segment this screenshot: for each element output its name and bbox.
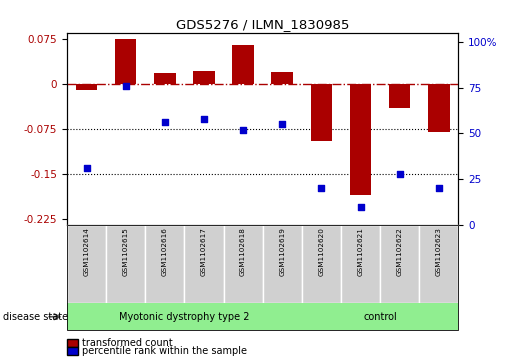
Bar (115, 39, 136, 84)
Text: GSM1102623: GSM1102623 (436, 227, 442, 276)
Text: transformed count: transformed count (82, 338, 173, 348)
Bar (271, 72, 293, 84)
Bar (350, 84, 371, 195)
Text: control: control (363, 312, 397, 322)
Point (239, 127, 247, 133)
Text: GSM1102614: GSM1102614 (83, 227, 90, 276)
Bar (154, 73, 176, 84)
Point (317, 185, 325, 191)
Point (161, 119, 169, 125)
Point (435, 185, 443, 191)
Title: GDS5276 / ILMN_1830985: GDS5276 / ILMN_1830985 (176, 19, 349, 32)
Bar (428, 84, 450, 132)
Point (396, 171, 404, 177)
Text: GSM1102616: GSM1102616 (162, 227, 168, 276)
Text: GSM1102622: GSM1102622 (397, 227, 403, 276)
Bar (389, 84, 410, 108)
Bar (232, 45, 254, 84)
Text: GSM1102615: GSM1102615 (123, 227, 129, 276)
Point (82, 166, 91, 171)
Text: GSM1102619: GSM1102619 (279, 227, 285, 276)
Point (356, 204, 365, 210)
Text: GSM1102618: GSM1102618 (240, 227, 246, 276)
Text: Myotonic dystrophy type 2: Myotonic dystrophy type 2 (119, 312, 250, 322)
Text: GSM1102620: GSM1102620 (318, 227, 324, 276)
Point (278, 121, 286, 127)
Text: disease state: disease state (3, 312, 67, 322)
Bar (193, 70, 215, 84)
Bar (76, 84, 97, 90)
Point (200, 116, 208, 122)
Text: percentile rank within the sample: percentile rank within the sample (82, 346, 247, 356)
Point (122, 83, 130, 89)
Text: GSM1102617: GSM1102617 (201, 227, 207, 276)
Text: GSM1102621: GSM1102621 (357, 227, 364, 276)
Bar (311, 84, 332, 141)
